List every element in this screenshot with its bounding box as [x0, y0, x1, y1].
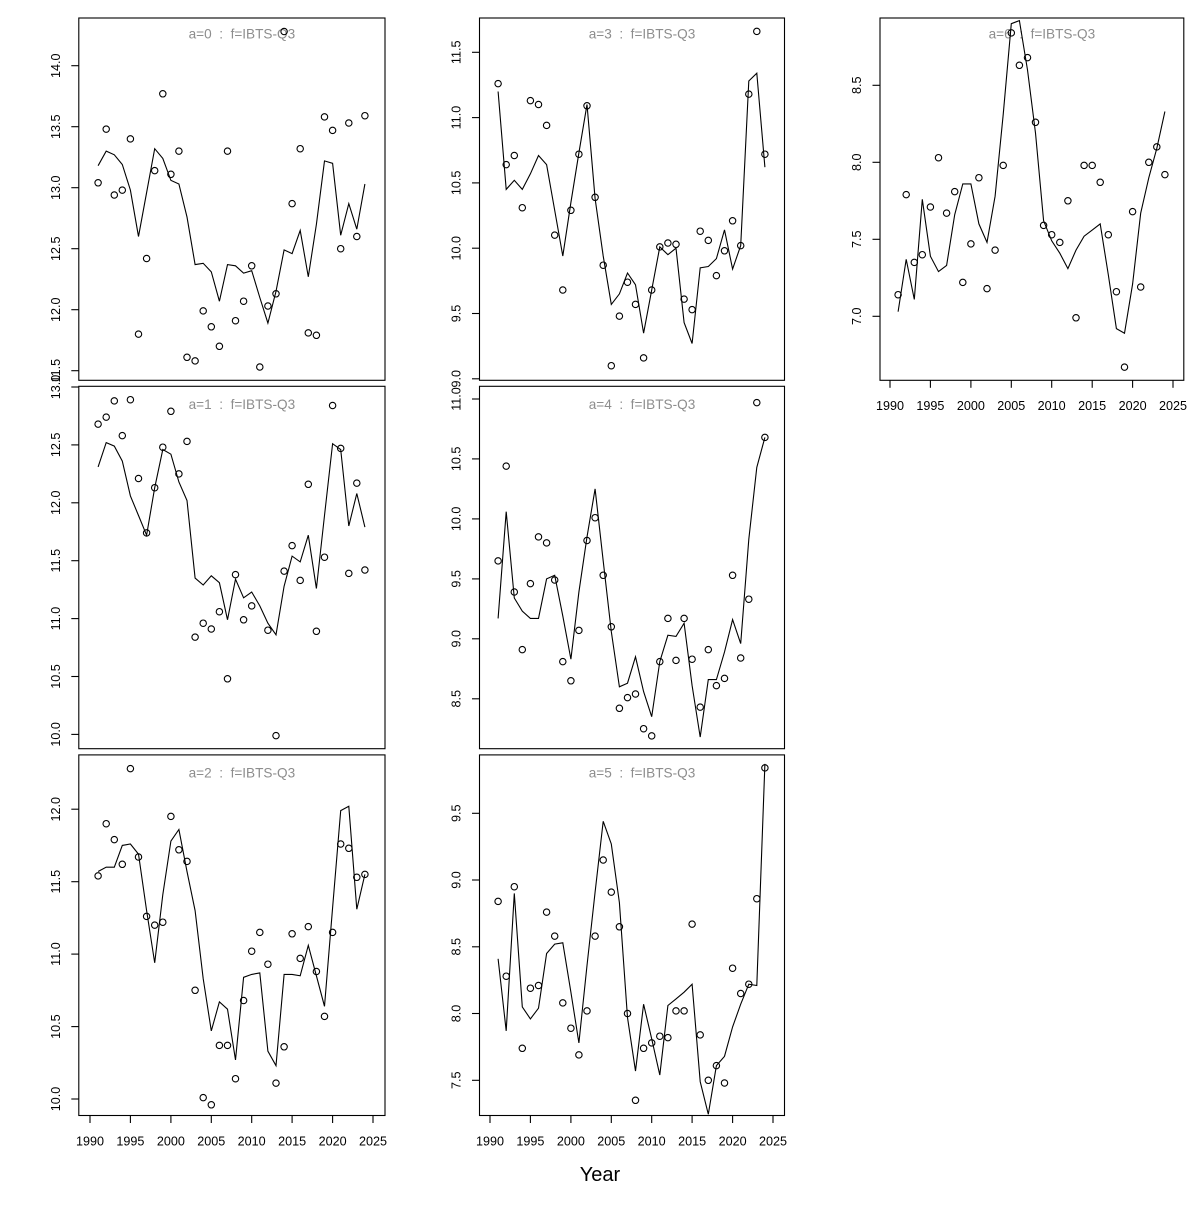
svg-text:12.5: 12.5	[49, 236, 63, 261]
svg-text:2000: 2000	[157, 1135, 185, 1149]
svg-text:10.5: 10.5	[49, 1014, 63, 1039]
svg-text:8.0: 8.0	[850, 154, 864, 172]
svg-text:13.5: 13.5	[49, 114, 63, 139]
svg-text:11.0: 11.0	[450, 387, 464, 411]
svg-text:8.5: 8.5	[850, 77, 864, 95]
svg-text:7.5: 7.5	[450, 1072, 464, 1090]
svg-text:a=0 : f=IBTS-Q3: a=0 : f=IBTS-Q3	[189, 27, 296, 42]
svg-text:a=1 : f=IBTS-Q3: a=1 : f=IBTS-Q3	[189, 397, 296, 412]
svg-text:2020: 2020	[319, 1135, 347, 1149]
svg-text:1990: 1990	[476, 1135, 504, 1149]
svg-text:a=3 : f=IBTS-Q3: a=3 : f=IBTS-Q3	[589, 27, 696, 42]
svg-text:9.0: 9.0	[450, 370, 464, 388]
svg-text:2015: 2015	[678, 1135, 706, 1149]
svg-text:a=2 : f=IBTS-Q3: a=2 : f=IBTS-Q3	[189, 765, 296, 780]
svg-text:2025: 2025	[359, 1135, 387, 1149]
svg-text:14.0: 14.0	[49, 53, 63, 78]
svg-text:1995: 1995	[516, 1135, 544, 1149]
svg-text:2005: 2005	[997, 399, 1025, 413]
svg-text:8.5: 8.5	[450, 690, 464, 708]
svg-text:10.0: 10.0	[49, 1087, 63, 1112]
svg-text:2010: 2010	[638, 1135, 666, 1149]
svg-text:11.5: 11.5	[450, 41, 464, 65]
svg-text:10.5: 10.5	[49, 664, 63, 689]
svg-text:2000: 2000	[557, 1135, 585, 1149]
svg-text:11.0: 11.0	[49, 942, 63, 966]
svg-text:1990: 1990	[76, 1135, 104, 1149]
svg-text:1990: 1990	[876, 399, 904, 413]
svg-text:13.0: 13.0	[49, 375, 63, 400]
svg-text:Year: Year	[580, 1164, 621, 1186]
svg-text:2000: 2000	[957, 399, 985, 413]
svg-text:12.0: 12.0	[49, 491, 63, 516]
svg-text:2005: 2005	[197, 1135, 225, 1149]
svg-text:9.5: 9.5	[450, 570, 464, 588]
svg-text:10.0: 10.0	[49, 722, 63, 747]
svg-text:2020: 2020	[1119, 399, 1147, 413]
svg-text:11.0: 11.0	[450, 106, 464, 130]
svg-text:12.0: 12.0	[49, 297, 63, 322]
svg-text:10.0: 10.0	[450, 236, 464, 261]
svg-text:9.5: 9.5	[450, 805, 464, 823]
svg-text:a=5 : f=IBTS-Q3: a=5 : f=IBTS-Q3	[589, 765, 696, 780]
svg-text:2020: 2020	[719, 1135, 747, 1149]
svg-text:1995: 1995	[116, 1135, 144, 1149]
svg-text:11.0: 11.0	[49, 607, 63, 631]
svg-text:12.5: 12.5	[49, 433, 63, 458]
svg-text:11.5: 11.5	[49, 549, 63, 573]
svg-text:2015: 2015	[1078, 399, 1106, 413]
svg-text:11.5: 11.5	[49, 359, 63, 383]
svg-text:2010: 2010	[1038, 399, 1066, 413]
svg-text:a=6 : f=IBTS-Q3: a=6 : f=IBTS-Q3	[989, 27, 1096, 42]
svg-text:2005: 2005	[597, 1135, 625, 1149]
svg-text:2025: 2025	[759, 1135, 787, 1149]
svg-text:7.5: 7.5	[850, 231, 864, 249]
svg-text:7.0: 7.0	[850, 308, 864, 326]
svg-text:1995: 1995	[916, 399, 944, 413]
svg-text:2025: 2025	[1159, 399, 1187, 413]
svg-text:10.5: 10.5	[450, 447, 464, 472]
svg-text:8.5: 8.5	[450, 938, 464, 956]
svg-text:a=4 : f=IBTS-Q3: a=4 : f=IBTS-Q3	[589, 397, 696, 412]
svg-text:11.5: 11.5	[49, 870, 63, 894]
svg-text:10.0: 10.0	[450, 507, 464, 532]
svg-text:8.0: 8.0	[450, 1005, 464, 1023]
svg-text:10.5: 10.5	[450, 171, 464, 196]
svg-text:9.5: 9.5	[450, 305, 464, 323]
svg-text:12.0: 12.0	[49, 797, 63, 822]
svg-text:2010: 2010	[238, 1135, 266, 1149]
svg-text:9.0: 9.0	[450, 630, 464, 648]
svg-text:9.0: 9.0	[450, 871, 464, 889]
svg-text:13.0: 13.0	[49, 175, 63, 200]
svg-text:2015: 2015	[278, 1135, 306, 1149]
